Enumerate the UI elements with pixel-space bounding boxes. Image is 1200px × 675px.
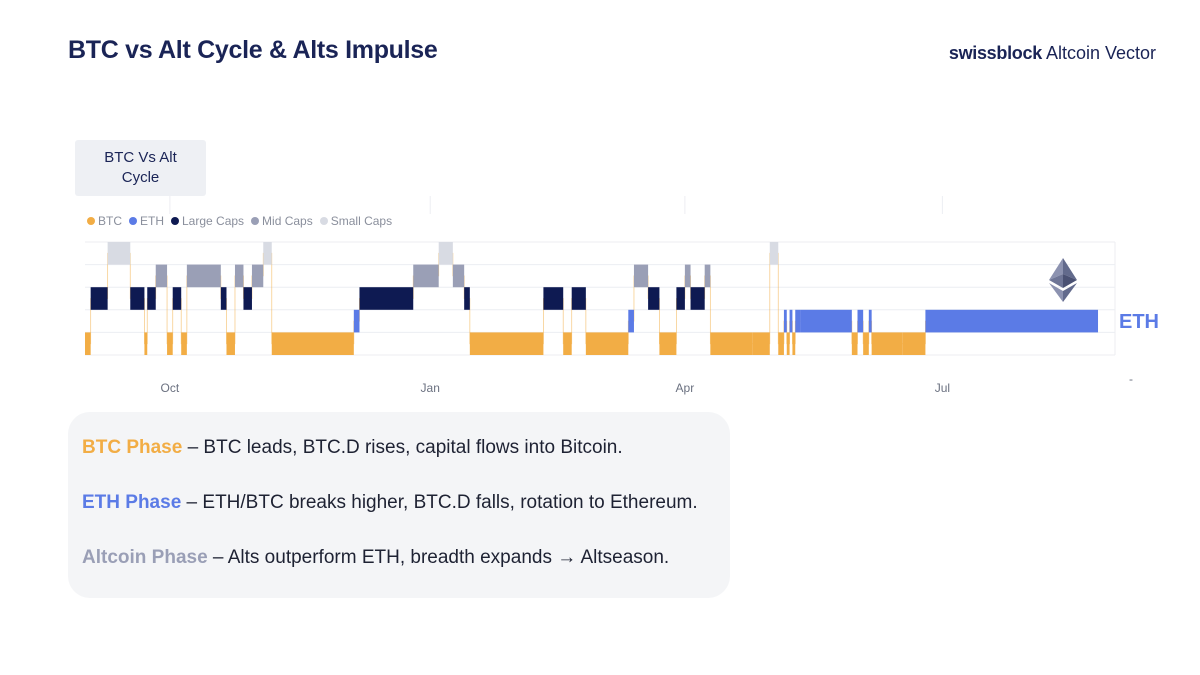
legend-dot bbox=[129, 217, 137, 225]
regime-segment-btc bbox=[144, 332, 148, 355]
regime-segment-mid bbox=[234, 264, 244, 288]
legend-label: Mid Caps bbox=[262, 214, 313, 228]
regime-segment-mid bbox=[186, 264, 221, 288]
regime-segment-btc bbox=[226, 332, 235, 355]
phase-btc: BTC Phase – BTC leads, BTC.D rises, capi… bbox=[82, 437, 623, 459]
phase-eth: ETH Phase – ETH/BTC breaks higher, BTC.D… bbox=[82, 492, 698, 514]
regime-segment-eth bbox=[783, 309, 787, 333]
tab-label: BTC Vs Alt Cycle bbox=[104, 149, 177, 186]
regime-segment-btc bbox=[786, 332, 790, 355]
page-title: BTC vs Alt Cycle & Alts Impulse bbox=[68, 36, 438, 64]
regime-segment-btc bbox=[752, 332, 770, 355]
ethereum-icon bbox=[1049, 258, 1077, 302]
legend-item-mid[interactable]: Mid Caps bbox=[251, 214, 313, 228]
regime-segment-large bbox=[147, 287, 156, 310]
regime-segment-large bbox=[676, 287, 685, 310]
legend-item-btc[interactable]: BTC bbox=[87, 214, 122, 228]
phase-altcoin: Altcoin Phase – Alts outperform ETH, bre… bbox=[82, 547, 669, 569]
regime-segment-eth bbox=[795, 309, 801, 333]
regime-segment-large bbox=[172, 287, 182, 310]
regime-segment-btc bbox=[167, 332, 173, 355]
legend-label: Large Caps bbox=[182, 214, 245, 228]
regime-segment-eth bbox=[800, 309, 852, 333]
regime-segment-large bbox=[571, 287, 586, 310]
regime-marks bbox=[85, 242, 1099, 355]
x-tick-label: - bbox=[1129, 372, 1133, 386]
x-tick-label: Apr bbox=[676, 381, 695, 395]
regime-segment-btc bbox=[181, 332, 187, 355]
legend-label: Small Caps bbox=[330, 214, 393, 228]
regime-segment-small bbox=[263, 242, 272, 265]
regime-segment-mid bbox=[452, 264, 465, 288]
brand-name: swissblock bbox=[948, 43, 1042, 63]
current-regime-label: ETH bbox=[1119, 311, 1159, 333]
regime-segment-btc bbox=[563, 332, 572, 355]
phase-btc-text: – BTC leads, BTC.D rises, capital flows … bbox=[182, 437, 623, 458]
legend-item-small[interactable]: Small Caps bbox=[319, 214, 393, 228]
regime-segment-eth bbox=[925, 309, 1099, 333]
regime-segment-btc bbox=[851, 332, 858, 355]
regime-segment-btc bbox=[902, 332, 926, 355]
regime-segment-btc bbox=[469, 332, 544, 355]
regime-segment-eth bbox=[789, 309, 793, 333]
regime-segment-large bbox=[90, 287, 108, 310]
x-tick-label: Jan bbox=[421, 381, 440, 395]
regime-segment-eth bbox=[628, 309, 634, 333]
regime-segment-large bbox=[359, 287, 414, 310]
regime-segment-large bbox=[543, 287, 564, 310]
regime-segment-btc bbox=[659, 332, 677, 355]
x-tick-label: Jul bbox=[935, 381, 950, 395]
regime-segment-eth bbox=[857, 309, 864, 333]
phase-altcoin-text: – Alts outperform ETH, breadth expands →… bbox=[207, 547, 670, 568]
legend-dot bbox=[319, 217, 328, 225]
regime-segment-large bbox=[690, 287, 705, 310]
regime-segment-eth bbox=[353, 309, 360, 333]
regime-segment-btc bbox=[585, 332, 629, 355]
regime-segment-large bbox=[220, 287, 227, 310]
phase-eth-name: ETH Phase bbox=[82, 492, 182, 513]
regime-segment-mid bbox=[633, 264, 649, 288]
legend-item-eth[interactable]: ETH bbox=[129, 214, 164, 228]
regime-segment-small bbox=[107, 242, 131, 265]
regime-segment-mid bbox=[684, 264, 691, 288]
regime-segment-btc bbox=[778, 332, 784, 355]
regime-segment-eth bbox=[868, 309, 872, 333]
regime-segment-mid bbox=[251, 264, 264, 288]
x-tick-label: Oct bbox=[161, 381, 180, 395]
regime-segment-mid bbox=[155, 264, 168, 288]
regime-segment-btc bbox=[863, 332, 869, 355]
regime-segment-large bbox=[648, 287, 660, 310]
regime-segment-small bbox=[438, 242, 453, 265]
regime-segment-btc bbox=[792, 332, 796, 355]
legend-item-large[interactable]: Large Caps bbox=[171, 214, 244, 228]
regime-segment-large bbox=[130, 287, 145, 310]
regime-segment-btc bbox=[710, 332, 753, 355]
regime-segment-large bbox=[243, 287, 252, 310]
regime-segment-mid bbox=[413, 264, 439, 288]
legend-dot bbox=[251, 217, 260, 225]
regime-segment-mid bbox=[704, 264, 711, 288]
brand-product: Altcoin Vector bbox=[1045, 43, 1156, 63]
regime-segment-btc bbox=[271, 332, 354, 355]
tab-btc-vs-alt-cycle[interactable]: BTC Vs Alt Cycle bbox=[75, 140, 206, 196]
phase-altcoin-name: Altcoin Phase bbox=[82, 547, 208, 568]
phase-descriptions-panel bbox=[68, 412, 730, 598]
legend-dot bbox=[171, 217, 179, 225]
brand-logo: swissblock Altcoin Vector bbox=[949, 43, 1156, 64]
chart-legend: BTC ETH Large Caps Mid Caps Small Caps bbox=[87, 214, 392, 228]
regime-segment-btc bbox=[85, 332, 91, 355]
legend-dot bbox=[87, 217, 95, 225]
legend-label: ETH bbox=[140, 214, 164, 228]
regime-segment-small bbox=[769, 242, 779, 265]
regime-segment-large bbox=[464, 287, 470, 310]
legend-label: BTC bbox=[98, 214, 122, 228]
phase-eth-text: – ETH/BTC breaks higher, BTC.D falls, ro… bbox=[181, 492, 698, 513]
phase-btc-name: BTC Phase bbox=[82, 437, 183, 458]
regime-segment-btc bbox=[871, 332, 903, 355]
